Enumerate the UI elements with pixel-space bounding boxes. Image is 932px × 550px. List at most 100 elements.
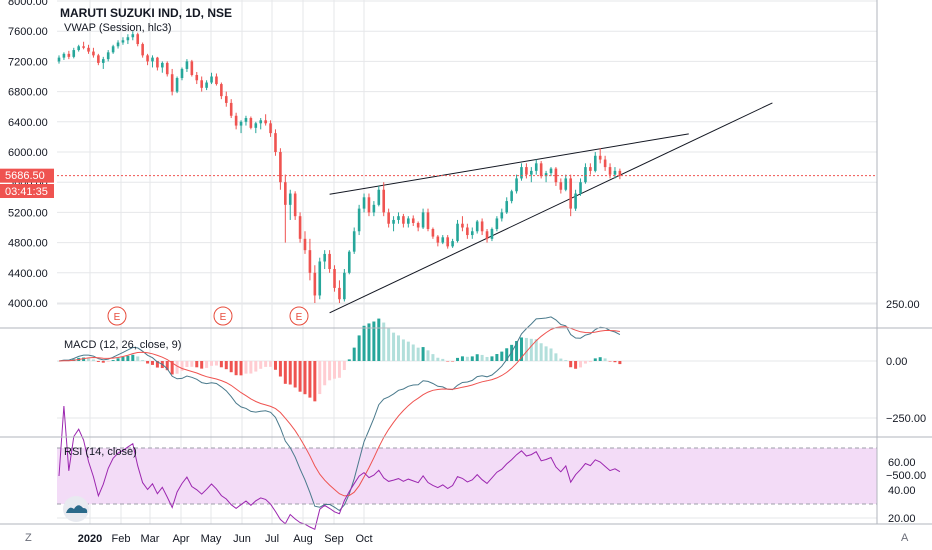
macd-histogram-bar [451, 361, 455, 362]
candle-body [205, 82, 208, 88]
macd-histogram-bar [328, 361, 332, 381]
macd-histogram-bar [308, 361, 312, 398]
macd-histogram-bar [396, 335, 400, 361]
macd-histogram-bar [372, 321, 376, 361]
price-tick-label: 4800.00 [8, 238, 48, 250]
bar-countdown: 03:41:35 [5, 186, 48, 198]
candle-body [372, 204, 376, 213]
candle-body [313, 272, 317, 296]
macd-histogram-bar [593, 358, 597, 361]
candle-body [72, 50, 76, 57]
macd-histogram-bar [411, 344, 415, 361]
x-tick-label: Apr [172, 533, 189, 545]
candle-body [264, 120, 267, 124]
candle-body [613, 170, 617, 175]
macd-tick-label: 0.00 [886, 356, 907, 368]
candle-body [515, 178, 518, 192]
candle-body [377, 189, 381, 205]
candle-body [165, 62, 169, 75]
candle-body [347, 251, 351, 273]
macd-histogram-bar [219, 361, 223, 368]
candle-body [131, 34, 135, 38]
macd-histogram-bar [475, 354, 479, 361]
x-tick-label: Jun [233, 533, 251, 545]
candle-body [525, 167, 528, 175]
price-tag-bg [0, 168, 54, 183]
macd-histogram-bar [333, 361, 337, 379]
candle-body [416, 222, 420, 228]
macd-histogram-bar [136, 356, 140, 361]
macd-histogram-bar [210, 361, 214, 366]
macd-histogram-bar [534, 339, 538, 361]
candle-body [411, 218, 415, 223]
x-tick-label: Feb [112, 533, 131, 545]
macd-histogram-bar [382, 322, 386, 361]
macd-tick-label: −500.00 [886, 470, 926, 482]
candle-body [574, 193, 577, 209]
macd-histogram-bar [180, 361, 184, 371]
candle-body [589, 167, 592, 171]
candle-body [426, 212, 430, 230]
symbol-title: MARUTI SUZUKI IND, 1D, NSE [60, 6, 232, 20]
macd-histogram-bar [387, 328, 391, 361]
macd-histogram-bar [416, 347, 420, 361]
candle-body [500, 212, 504, 219]
macd-histogram-bar [175, 361, 179, 374]
macd-histogram-bar [249, 361, 253, 374]
macd-tick-label: 250.00 [886, 299, 920, 311]
macd-histogram-bar [146, 361, 150, 364]
macd-histogram-bar [470, 356, 474, 361]
macd-legend: MACD (12, 26, close, 9) [64, 339, 181, 351]
earnings-marker [289, 306, 309, 326]
macd-histogram-bar [150, 361, 154, 365]
x-tick-label: May [201, 533, 222, 545]
price-tick-label: 6800.00 [8, 87, 48, 99]
rsi-tick-label: 40.00 [888, 485, 916, 497]
candle-body [485, 231, 489, 239]
macd-histogram-bar [170, 361, 174, 375]
auto-scale-button[interactable]: A [901, 532, 909, 544]
candle-body [564, 178, 568, 190]
candle-body [367, 197, 371, 213]
tradingview-cloud-icon[interactable] [63, 496, 89, 522]
candle-body [293, 193, 297, 217]
macd-histogram-bar [613, 361, 617, 363]
rsi-tick-label: 20.00 [888, 513, 916, 525]
macd-histogram-bar [298, 361, 302, 392]
candle-body [288, 193, 292, 205]
macd-histogram-bar [362, 325, 366, 361]
candle-body [579, 182, 582, 194]
candle-body [161, 62, 164, 68]
rsi-legend: RSI (14, close) [64, 446, 137, 458]
macd-histogram-bar [259, 361, 263, 369]
macd-histogram-bar [539, 343, 543, 361]
candle-body [97, 55, 100, 63]
macd-histogram-bar [234, 361, 238, 376]
candle-body [303, 238, 307, 251]
macd-line [58, 316, 621, 512]
candle-body [126, 37, 130, 41]
candle-body [279, 152, 282, 183]
candle-body [239, 121, 243, 126]
candle-body [357, 208, 361, 232]
candle-body [87, 47, 90, 52]
candle-body [82, 46, 85, 48]
timezone-button[interactable]: Z [25, 532, 32, 544]
candle-body [382, 189, 386, 213]
candle-body [121, 40, 125, 43]
macd-histogram-bar [57, 361, 61, 362]
macd-histogram-bar [323, 361, 327, 386]
macd-histogram-bar [82, 357, 86, 361]
candle-body [298, 216, 302, 239]
candle-body [244, 118, 248, 122]
candle-body [510, 191, 513, 202]
macd-histogram-bar [460, 356, 464, 361]
macd-histogram-bar [456, 357, 460, 361]
candle-body [323, 253, 326, 262]
candle-body [180, 68, 184, 79]
candle-body [451, 241, 454, 247]
macd-histogram-bar [87, 358, 91, 361]
candle-body [259, 120, 263, 124]
candle-body [62, 53, 66, 58]
